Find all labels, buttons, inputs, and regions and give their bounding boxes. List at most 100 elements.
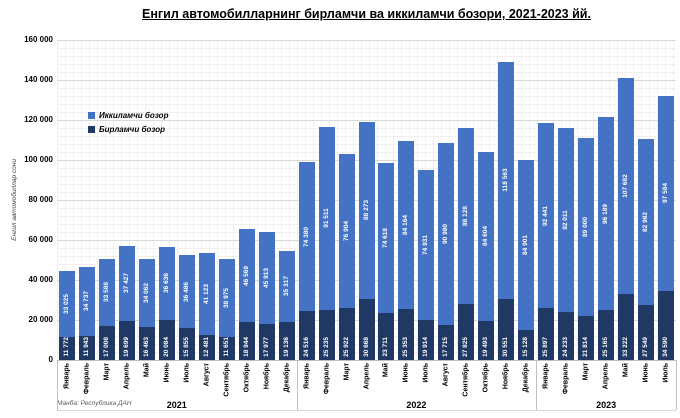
value-label-secondary: 33 588 xyxy=(102,282,110,303)
bar-2021-2: 34 737 11 943 xyxy=(77,40,97,360)
value-label-secondary: 74 380 xyxy=(302,226,310,247)
bar-2023-5: 107 682 33 222 xyxy=(616,40,636,360)
segment-primary-market: 15 855 xyxy=(178,328,195,360)
segment-primary-market: 25 897 xyxy=(538,308,555,360)
segment-secondary-market: 34 737 xyxy=(78,266,95,337)
bar-2022-1: 74 380 24 516 xyxy=(297,40,317,360)
stacked-bar: 92 011 24 233 xyxy=(558,127,575,360)
y-axis-tick-label: 60 000 xyxy=(28,235,53,244)
segment-secondary-market: 33 588 xyxy=(98,258,115,326)
x-axis-line xyxy=(57,360,676,361)
value-label-primary: 24 233 xyxy=(561,337,569,357)
segment-primary-market: 25 922 xyxy=(338,308,355,360)
bar-2021-5: 34 062 16 463 xyxy=(137,40,157,360)
stacked-bar: 34 737 11 943 xyxy=(78,266,95,360)
month-label-slot: Июль xyxy=(416,362,436,402)
y-axis-tick-label: 40 000 xyxy=(28,275,53,284)
segment-primary-market: 21 814 xyxy=(578,316,595,360)
value-label-secondary: 74 618 xyxy=(382,228,390,248)
month-label-slot: Май xyxy=(137,362,157,402)
segment-primary-market: 19 699 xyxy=(118,320,135,360)
y-axis: 160 000 140 000 120 000 100 000 80 000 60 000… xyxy=(0,0,53,418)
bar-2021-10: 46 569 18 944 xyxy=(237,40,257,360)
segment-secondary-market: 41 123 xyxy=(198,252,215,335)
bar-2021-3: 33 588 17 008 xyxy=(97,40,117,360)
value-label-secondary: 46 569 xyxy=(242,265,250,286)
segment-primary-market: 23 711 xyxy=(378,312,395,360)
segment-secondary-market: 91 511 xyxy=(318,126,335,310)
stacked-bar: 46 569 18 944 xyxy=(238,229,255,360)
value-label-primary: 33 222 xyxy=(621,337,629,357)
month-label-slot: Февраль xyxy=(77,362,97,402)
bar-2021-12: 35 317 19 136 xyxy=(277,40,297,360)
month-label-slot: Март xyxy=(576,362,596,402)
value-label-primary: 21 814 xyxy=(581,337,589,357)
y-axis-title-text: Енгил автомобиллар сони xyxy=(10,159,18,241)
stacked-bar: 38 975 11 651 xyxy=(218,258,235,360)
value-label-primary: 27 549 xyxy=(641,337,649,357)
value-label-primary: 24 516 xyxy=(302,337,310,357)
month-label: Июль xyxy=(183,363,191,383)
value-label-secondary: 88 273 xyxy=(362,200,370,221)
value-label-primary: 25 235 xyxy=(322,337,330,357)
segment-primary-market: 24 233 xyxy=(558,311,575,360)
value-label-primary: 20 084 xyxy=(162,337,170,357)
stacked-bar: 84 604 19 493 xyxy=(478,151,495,360)
segment-secondary-market: 76 904 xyxy=(338,154,355,309)
month-label-slot: Ноябрь xyxy=(496,362,516,402)
month-label-slot: Апрель xyxy=(357,362,377,402)
segment-primary-market: 19 493 xyxy=(478,321,495,360)
value-label-primary: 12 481 xyxy=(202,337,210,357)
month-label-slot: Октябрь xyxy=(237,362,257,402)
stacked-bar: 33 588 17 008 xyxy=(98,258,115,360)
segment-primary-market: 33 222 xyxy=(618,293,635,360)
bar-2022-11: 118 563 30 551 xyxy=(496,40,516,360)
y-axis-tick-label: 20 000 xyxy=(28,315,53,324)
bar-2021-11: 45 913 17 977 xyxy=(257,40,277,360)
stacked-bar: 84 164 25 353 xyxy=(398,141,415,360)
month-label: Март xyxy=(103,363,111,381)
bar-2022-5: 74 618 23 711 xyxy=(377,40,397,360)
year-group-separator xyxy=(536,360,537,410)
segment-secondary-market: 74 380 xyxy=(298,162,315,311)
value-label-primary: 16 463 xyxy=(142,337,150,357)
month-label-slot: Июнь xyxy=(636,362,656,402)
segment-secondary-market: 45 913 xyxy=(258,232,275,324)
month-label-slot: Сентябрь xyxy=(456,362,476,402)
segment-primary-market: 12 481 xyxy=(198,335,215,360)
stacked-bar: 33 025 11 772 xyxy=(58,270,75,360)
value-label-primary: 19 699 xyxy=(122,337,130,357)
stacked-bar: 36 636 20 084 xyxy=(158,246,175,360)
value-label-primary: 34 590 xyxy=(661,337,669,357)
legend-label: Бирламчи бозор xyxy=(99,125,166,134)
bar-2022-4: 88 273 30 668 xyxy=(357,40,377,360)
segment-secondary-market: 33 025 xyxy=(58,270,75,337)
month-label: Октябрь xyxy=(482,363,490,393)
value-label-primary: 11 772 xyxy=(62,337,70,357)
segment-secondary-market: 84 604 xyxy=(478,151,495,321)
y-axis-title: Енгил автомобиллар сони xyxy=(8,40,20,360)
month-label-slot: Август xyxy=(197,362,217,402)
segment-secondary-market: 92 441 xyxy=(538,123,555,309)
value-label-secondary: 76 904 xyxy=(342,221,350,242)
value-label-secondary: 41 123 xyxy=(202,283,210,304)
year-group-separator xyxy=(676,360,677,410)
segment-secondary-market: 97 584 xyxy=(658,95,675,291)
value-label-primary: 23 711 xyxy=(382,337,390,357)
legend-marker-icon xyxy=(88,112,95,119)
month-label: Апрель xyxy=(363,363,371,390)
value-label-secondary: 118 563 xyxy=(502,168,510,192)
stacked-bar: 97 584 34 590 xyxy=(658,95,675,360)
stacked-bar: 74 931 19 914 xyxy=(418,170,435,360)
stacked-bar: 82 982 27 549 xyxy=(638,138,655,360)
stacked-bar: 45 913 17 977 xyxy=(258,232,275,360)
value-label-secondary: 89 000 xyxy=(581,217,589,238)
stacked-bar: 37 427 19 699 xyxy=(118,245,135,360)
segment-primary-market: 25 353 xyxy=(398,309,415,360)
value-label-primary: 25 165 xyxy=(601,337,609,357)
bar-2023-3: 89 000 21 814 xyxy=(576,40,596,360)
year-label-2021: 2021 xyxy=(166,400,187,410)
value-label-secondary: 74 931 xyxy=(422,235,430,256)
value-label-primary: 19 914 xyxy=(422,337,430,357)
bar-2023-6: 82 982 27 549 xyxy=(636,40,656,360)
